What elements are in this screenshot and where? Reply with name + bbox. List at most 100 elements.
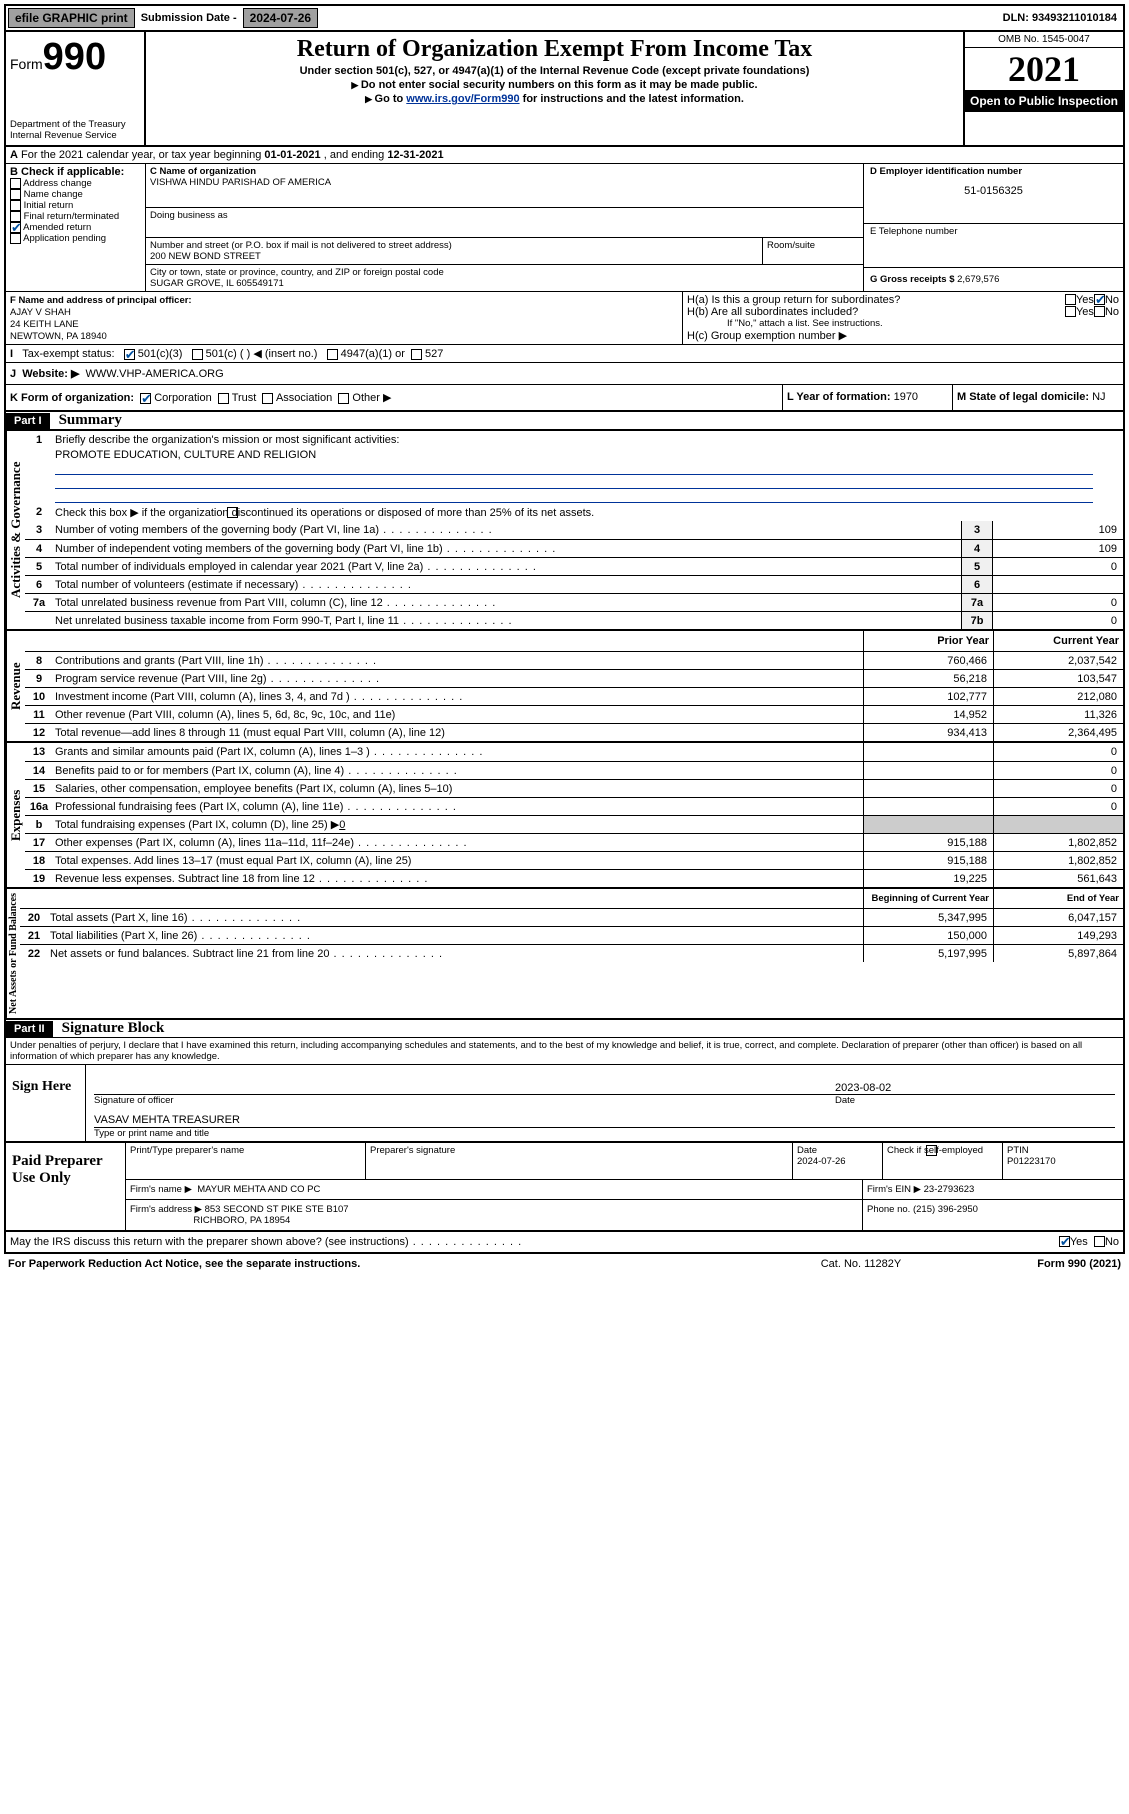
l7b: Net unrelated business taxable income fr… (53, 613, 961, 629)
street-address: 200 NEW BOND STREET (150, 251, 758, 262)
part2-title: Signature Block (56, 1018, 171, 1038)
year-formed: 1970 (894, 391, 918, 403)
org-name: VISHWA HINDU PARISHAD OF AMERICA (150, 177, 859, 188)
f-label: F Name and address of principal officer: (10, 295, 192, 306)
cb-self-employed[interactable] (926, 1145, 937, 1156)
cb-501c3[interactable] (124, 349, 135, 360)
current-year-hdr: Current Year (993, 631, 1123, 651)
mission-text: PROMOTE EDUCATION, CULTURE AND RELIGION (55, 449, 1093, 461)
l1-text: Briefly describe the organization's miss… (53, 432, 1123, 448)
part1-title: Summary (53, 410, 128, 430)
declaration: Under penalties of perjury, I declare th… (6, 1038, 1123, 1065)
officer-addr1: 24 KEITH LANE (10, 319, 79, 330)
officer-addr2: NEWTOWN, PA 18940 (10, 331, 107, 342)
cb-discontinued[interactable] (227, 507, 238, 518)
subtitle-1: Under section 501(c), 527, or 4947(a)(1)… (150, 65, 959, 77)
l16a: Professional fundraising fees (Part IX, … (53, 799, 863, 815)
l10: Investment income (Part VIII, column (A)… (53, 689, 863, 705)
side-netassets: Net Assets or Fund Balances (6, 889, 20, 1018)
l16b: Total fundraising expenses (Part IX, col… (55, 819, 339, 831)
cb-4947[interactable] (327, 349, 338, 360)
side-expenses: Expenses (6, 743, 25, 887)
sign-here-label: Sign Here (6, 1065, 86, 1141)
v6 (993, 576, 1123, 593)
l4: Number of independent voting members of … (53, 541, 961, 557)
ein-value: 51-0156325 (870, 185, 1117, 197)
paid-preparer-label: Paid Preparer Use Only (6, 1143, 126, 1230)
domicile-state: NJ (1092, 391, 1105, 403)
sig-officer-label: Signature of officer (94, 1095, 835, 1106)
sub3-pre: Go to (375, 93, 407, 105)
pt-date: 2024-07-26 (797, 1156, 846, 1167)
l5: Total number of individuals employed in … (53, 559, 961, 575)
ha-no[interactable] (1094, 294, 1105, 305)
section-b: B Check if applicable: Address change Na… (6, 164, 146, 291)
cb-name-change[interactable]: Name change (24, 189, 83, 200)
cb-application-pending[interactable]: Application pending (23, 233, 106, 244)
cb-amended-return[interactable]: Amended return (23, 222, 91, 233)
form-number: 990 (43, 36, 106, 78)
l15: Salaries, other compensation, employee b… (53, 781, 863, 797)
city-state-zip: SUGAR GROVE, IL 605549171 (150, 278, 859, 289)
dln-label: DLN: 93493211010184 (1003, 12, 1123, 24)
ha-label: H(a) Is this a group return for subordin… (687, 294, 1065, 306)
cb-501c[interactable] (192, 349, 203, 360)
ein-label: D Employer identification number (870, 166, 1022, 177)
open-inspection: Open to Public Inspection (965, 90, 1123, 112)
website-label: Website: ▶ (22, 368, 79, 380)
cb-final-return[interactable]: Final return/terminated (24, 211, 120, 222)
subdate-button[interactable]: 2024-07-26 (243, 8, 318, 28)
irs-link[interactable]: www.irs.gov/Form990 (406, 93, 519, 105)
prep-sig-label: Preparer's signature (366, 1143, 793, 1179)
bcy-hdr: Beginning of Current Year (863, 889, 993, 908)
cb-assoc[interactable] (262, 393, 273, 404)
cb-corp[interactable] (140, 393, 151, 404)
subdate-label: Submission Date - (137, 12, 241, 24)
ptin: P01223170 (1007, 1156, 1056, 1167)
firm-addr2: RICHBORO, PA 18954 (193, 1215, 290, 1226)
efile-button[interactable]: efile GRAPHIC print (8, 8, 135, 28)
date-label: Date (835, 1095, 1115, 1106)
footer-mid: Cat. No. 11282Y (761, 1258, 961, 1270)
discuss-yes[interactable] (1059, 1236, 1070, 1247)
l21: Total liabilities (Part X, line 26) (48, 928, 863, 944)
l18: Total expenses. Add lines 13–17 (must eq… (53, 853, 863, 869)
l-label: L Year of formation: (787, 391, 891, 403)
cb-other[interactable] (338, 393, 349, 404)
l11: Other revenue (Part VIII, column (A), li… (53, 707, 863, 723)
v4: 109 (993, 540, 1123, 557)
addr-label: Number and street (or P.O. box if mail i… (150, 240, 758, 251)
gross-receipts: 2,679,576 (957, 274, 999, 285)
l7a: Total unrelated business revenue from Pa… (53, 595, 961, 611)
room-label: Room/suite (763, 238, 863, 264)
side-revenue: Revenue (6, 631, 25, 741)
firm-ein: 23-2793623 (924, 1184, 975, 1195)
tax-year: 2021 (965, 48, 1123, 90)
cb-address-change[interactable]: Address change (23, 178, 92, 189)
hb-note: If "No," attach a list. See instructions… (687, 318, 1119, 329)
v5: 0 (993, 558, 1123, 575)
ptin-label: PTIN (1007, 1145, 1029, 1156)
side-activities: Activities & Governance (6, 431, 25, 629)
discuss-no[interactable] (1094, 1236, 1105, 1247)
hb-yes[interactable] (1065, 306, 1076, 317)
form-prefix: Form (10, 56, 43, 72)
phone-label: E Telephone number (864, 224, 1123, 268)
cb-527[interactable] (411, 349, 422, 360)
cb-initial-return[interactable]: Initial return (24, 200, 74, 211)
l9: Program service revenue (Part VIII, line… (53, 671, 863, 687)
ha-yes[interactable] (1065, 294, 1076, 305)
hb-no[interactable] (1094, 306, 1105, 317)
l13: Grants and similar amounts paid (Part IX… (53, 744, 863, 760)
k-label: K Form of organization: (10, 392, 134, 404)
footer-right: Form 990 (2021) (961, 1258, 1121, 1270)
l3: Number of voting members of the governin… (53, 522, 961, 538)
pt-name-label: Print/Type preparer's name (126, 1143, 366, 1179)
sig-date: 2023-08-02 (835, 1082, 1115, 1094)
footer-left: For Paperwork Reduction Act Notice, see … (8, 1258, 761, 1270)
l17: Other expenses (Part IX, column (A), lin… (53, 835, 863, 851)
cb-trust[interactable] (218, 393, 229, 404)
city-label: City or town, state or province, country… (150, 267, 859, 278)
officer-name-title: VASAV MEHTA TREASURER (94, 1106, 1115, 1128)
l14: Benefits paid to or for members (Part IX… (53, 763, 863, 779)
